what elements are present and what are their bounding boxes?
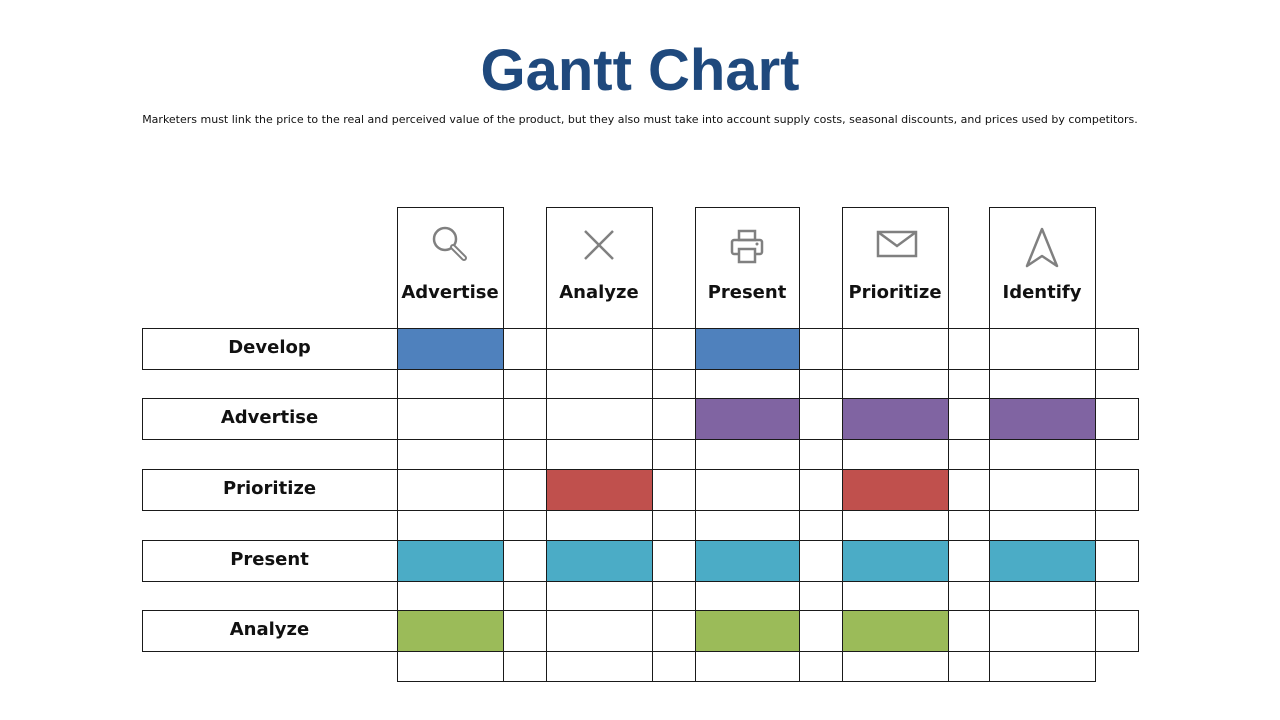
column-header-label: Advertise [401, 282, 499, 303]
grid-line-horizontal [142, 540, 1139, 541]
gantt-bar [546, 469, 652, 510]
grid-line-vertical [397, 207, 398, 681]
grid-line-vertical [142, 540, 143, 581]
grid-line-horizontal [695, 207, 800, 208]
gantt-bar [695, 540, 799, 581]
row-label: Prioritize [222, 478, 317, 499]
column-header-label: Analyze [559, 282, 639, 303]
grid-line-vertical [1095, 207, 1096, 681]
page-subtitle: Marketers must link the price to the rea… [142, 113, 1138, 126]
gantt-bar [546, 540, 652, 581]
grid-line-horizontal [142, 651, 1139, 652]
row-label: Present [230, 549, 309, 570]
grid-line-horizontal [397, 207, 504, 208]
grid-line-vertical [1138, 398, 1139, 439]
grid-line-vertical [799, 207, 800, 681]
grid-line-horizontal [989, 207, 1096, 208]
gantt-bar [842, 469, 948, 510]
column-header-label: Prioritize [848, 282, 942, 303]
grid-line-vertical [1138, 540, 1139, 581]
column-header-label: Present [707, 282, 787, 303]
grid-line-vertical [142, 610, 143, 651]
row-label: Advertise [220, 407, 319, 428]
grid-line-vertical [948, 207, 949, 681]
grid-line-horizontal [142, 610, 1139, 611]
grid-line-horizontal [546, 207, 653, 208]
navigation-arrow-icon [1022, 226, 1066, 270]
grid-line-vertical [142, 398, 143, 439]
gantt-bar [989, 398, 1095, 439]
grid-line-vertical [1138, 328, 1139, 369]
gantt-bar [397, 540, 503, 581]
close-icon [579, 225, 623, 269]
gantt-bar [397, 610, 503, 651]
page-title: Gantt Chart [480, 38, 800, 103]
grid-line-vertical [1138, 610, 1139, 651]
column-header-label: Identify [1002, 282, 1082, 303]
grid-line-vertical [652, 207, 653, 681]
grid-line-vertical [989, 207, 990, 681]
printer-icon [727, 227, 771, 271]
gantt-bar [695, 610, 799, 651]
grid-line-horizontal [142, 439, 1139, 440]
grid-line-vertical [142, 469, 143, 510]
row-label: Analyze [229, 619, 310, 640]
gantt-bar [695, 398, 799, 439]
gantt-bar [989, 540, 1095, 581]
grid-line-vertical [695, 207, 696, 681]
gantt-bar [842, 398, 948, 439]
gantt-bar [842, 610, 948, 651]
gantt-bar [397, 328, 503, 369]
grid-line-horizontal [142, 469, 1139, 470]
envelope-icon [875, 224, 919, 268]
grid-line-horizontal [142, 398, 1139, 399]
grid-line-horizontal [397, 681, 1096, 682]
gantt-bar [842, 540, 948, 581]
grid-line-horizontal [142, 510, 1139, 511]
grid-line-horizontal [142, 369, 1139, 370]
grid-line-vertical [1138, 469, 1139, 510]
grid-line-horizontal [142, 328, 1139, 329]
grid-line-horizontal [842, 207, 949, 208]
gantt-bar [695, 328, 799, 369]
grid-line-vertical [503, 207, 504, 681]
search-icon [430, 224, 474, 268]
grid-line-vertical [142, 328, 143, 369]
grid-line-vertical [546, 207, 547, 681]
grid-line-horizontal [142, 581, 1139, 582]
grid-line-vertical [842, 207, 843, 681]
row-label: Develop [228, 337, 311, 358]
